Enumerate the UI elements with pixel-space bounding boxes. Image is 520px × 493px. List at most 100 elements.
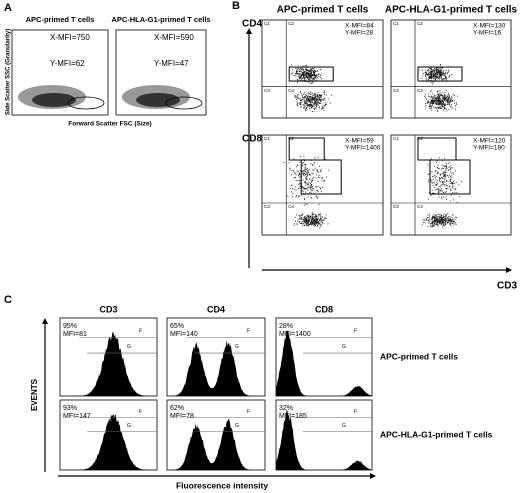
event-dot [322,220,324,221]
event-dot [304,92,306,93]
column-title: APC-HLA-G1-primed T cells [385,5,518,16]
event-dot [441,223,442,224]
event-dot [437,225,439,227]
event-dot [430,69,432,71]
event-dot [441,104,443,105]
event-dot [293,177,295,179]
event-dot [430,158,432,160]
event-dot [438,102,440,104]
panel-letter: B [232,0,240,12]
event-dot [308,103,310,105]
arrow-head [370,473,376,479]
event-dot [311,105,313,107]
event-dot [291,174,292,176]
event-dot [316,216,318,218]
event-dot [444,97,445,98]
event-dot [439,106,441,108]
event-dot [447,96,449,97]
event-dot [422,69,424,71]
event-dot [295,220,296,222]
event-dot [310,222,312,224]
event-dot [428,173,430,175]
event-dot [440,221,442,223]
event-dot [302,72,304,74]
event-dot [454,102,455,104]
event-dot [435,216,437,218]
event-dot [303,75,305,77]
event-dot [321,94,322,96]
event-dot [304,217,306,219]
event-dot [427,226,429,227]
event-dot [439,190,441,192]
event-dot [434,76,435,78]
event-dot [433,99,435,101]
event-dot [306,220,308,221]
event-dot [439,101,441,103]
event-dot [431,181,432,183]
event-dot [306,95,307,96]
event-dot [307,173,309,175]
event-dot [307,182,309,184]
event-dot [448,221,450,223]
event-dot [309,74,311,76]
event-dot [314,105,315,107]
marker-label: G [235,344,239,350]
event-dot [431,222,433,224]
event-dot [307,175,308,177]
event-dot [318,107,320,109]
event-dot [437,171,439,173]
event-dot [303,74,305,76]
event-dot [455,105,456,107]
event-dot [312,99,314,101]
event-dot [304,218,306,220]
event-dot [443,224,445,226]
event-dot [313,214,314,215]
event-dot [444,218,446,219]
event-dot [311,99,313,101]
event-dot [311,96,313,98]
event-dot [434,219,436,221]
event-dot [438,98,440,100]
event-dot [434,74,436,76]
event-dot [443,192,444,193]
event-dot [308,81,310,82]
event-dot [313,77,315,79]
event-dot [441,100,443,101]
event-dot [303,192,305,194]
event-dot [320,95,322,97]
event-dot [436,72,438,73]
event-dot [313,177,315,179]
event-dot [307,216,309,218]
event-dot [307,224,309,226]
event-dot [441,101,443,103]
event-dot [451,97,453,99]
event-dot [294,96,296,98]
event-dot [450,164,452,166]
event-dot [431,226,433,228]
event-dot [310,217,312,219]
event-dot [303,170,305,172]
event-dot [455,223,457,225]
event-dot [311,72,312,74]
event-dot [428,198,429,200]
event-dot [438,185,440,187]
event-dot [432,225,434,227]
event-dot [431,221,433,223]
event-dot [305,65,307,66]
event-dot [438,215,439,217]
event-dot [317,169,318,171]
event-dot [439,74,441,76]
event-dot [433,215,435,217]
event-dot [302,162,304,164]
event-dot [443,78,445,79]
event-dot [427,99,429,101]
event-dot [448,174,450,176]
event-dot [307,172,308,174]
event-dot [312,69,313,71]
event-dot [452,182,454,184]
gate [429,159,471,195]
event-dot [436,67,438,68]
event-dot [443,222,445,224]
event-dot [311,223,312,225]
event-dot [310,93,312,95]
